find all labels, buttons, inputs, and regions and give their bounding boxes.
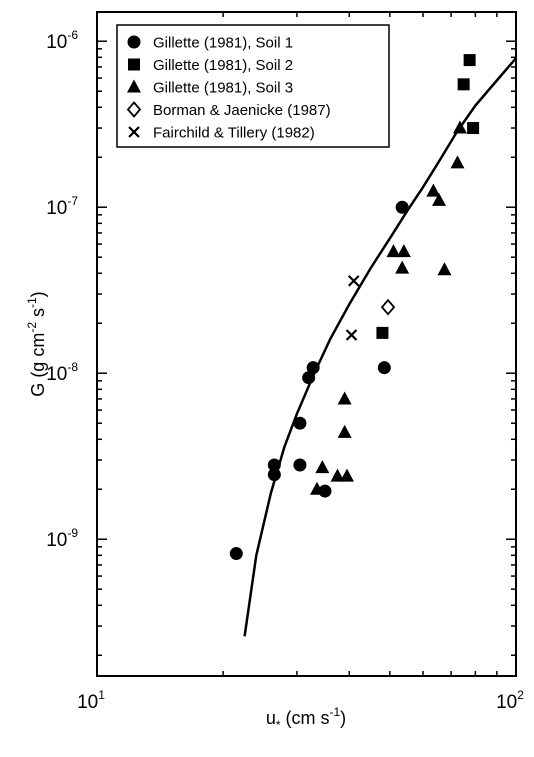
point-circle	[395, 200, 409, 214]
x-axis-label: u* (cm s-1)	[266, 705, 346, 732]
y-axis-label: G (g cm-2 s-1)	[25, 291, 48, 396]
point-triangle	[452, 120, 467, 134]
legend-marker-circle	[127, 35, 141, 49]
legend-item: Gillette (1981), Soil 2	[128, 57, 293, 74]
y-axis-label-mid: s	[28, 308, 48, 322]
y-tick-label: 10-8	[46, 360, 78, 385]
plot-frame	[96, 11, 517, 677]
axis-ticks	[96, 12, 517, 676]
point-triangle	[386, 244, 401, 258]
y-tick-label-base: 10	[46, 198, 67, 219]
x-axis-label-close: )	[340, 708, 346, 728]
legend-item: Gillette (1981), Soil 1	[127, 35, 293, 52]
y-tick-label: 10-6	[46, 28, 78, 53]
x-tick-label-base: 10	[496, 692, 517, 713]
point-cross	[347, 275, 360, 287]
x-tick-label-base: 10	[77, 692, 98, 713]
point-triangle	[437, 262, 452, 276]
y-axis-label-close: )	[28, 291, 48, 297]
y-tick-label-exp: -7	[67, 194, 78, 208]
x-axis-label-main: u	[266, 708, 276, 728]
point-circle	[306, 361, 320, 375]
point-circle	[229, 547, 243, 561]
point-triangle	[395, 260, 410, 274]
point-triangle	[309, 481, 324, 495]
y-tick-label-exp: -6	[67, 28, 78, 42]
y-tick-label-exp: -8	[67, 360, 78, 374]
point-triangle	[432, 192, 447, 206]
legend-marker-square	[128, 58, 140, 71]
point-cross	[345, 329, 358, 341]
point-triangle	[330, 468, 345, 482]
y-tick-label: 10-9	[46, 526, 78, 551]
y-axis-label-prefix: G (g cm	[28, 333, 48, 397]
y-tick-label-base: 10	[46, 530, 67, 551]
point-triangle	[450, 155, 465, 169]
x-tick-label: 101	[77, 688, 105, 713]
legend-item: Fairchild & Tillery (1982)	[128, 125, 315, 142]
point-triangle	[396, 244, 411, 258]
x-tick-labels: 101 102	[77, 688, 524, 713]
point-triangle	[337, 391, 352, 405]
point-circle	[377, 361, 391, 375]
legend-label: Gillette (1981), Soil 1	[153, 35, 293, 52]
y-tick-label-exp: -9	[67, 526, 78, 540]
point-diamond	[380, 298, 396, 316]
x-tick-label: 102	[496, 688, 524, 713]
point-circle	[267, 468, 281, 482]
x-axis-label-unit-exp: -1	[330, 705, 341, 719]
y-tick-label: 10-7	[46, 194, 78, 219]
legend-label: Borman & Jaenicke (1987)	[153, 102, 331, 119]
point-circle	[302, 371, 316, 385]
legend-box	[116, 24, 390, 148]
point-triangle	[339, 468, 354, 482]
y-tick-labels: 10-910-810-710-6	[46, 28, 78, 551]
y-axis-label-exp1: -2	[25, 322, 39, 333]
point-square	[376, 326, 389, 339]
legend-label: Gillette (1981), Soil 3	[153, 80, 293, 97]
x-tick-label-exp: 2	[517, 688, 524, 702]
point-square	[463, 54, 476, 67]
point-circle	[267, 458, 281, 472]
point-circle	[293, 416, 307, 430]
legend-label: Fairchild & Tillery (1982)	[153, 125, 315, 142]
y-axis-label-exp2: -1	[25, 297, 39, 308]
point-circle	[293, 458, 307, 472]
legend-item: Gillette (1981), Soil 3	[127, 79, 293, 97]
legend: Gillette (1981), Soil 1 Gillette (1981), …	[116, 24, 390, 148]
legend-marker-triangle	[127, 79, 141, 93]
point-square	[467, 122, 480, 135]
legend-marker-cross	[128, 126, 140, 138]
legend-marker-diamond	[126, 101, 142, 118]
point-triangle	[315, 460, 330, 474]
point-square	[457, 78, 470, 91]
x-tick-label-exp: 1	[98, 688, 105, 702]
legend-item: Borman & Jaenicke (1987)	[126, 101, 331, 119]
y-tick-label-base: 10	[46, 364, 67, 385]
y-tick-label-base: 10	[46, 32, 67, 53]
legend-label: Gillette (1981), Soil 2	[153, 57, 293, 74]
point-triangle	[337, 424, 352, 438]
x-axis-label-sub: *	[276, 718, 281, 732]
data-points	[229, 54, 480, 561]
point-triangle	[426, 183, 441, 197]
x-axis-label-unit: (cm s	[281, 708, 330, 728]
